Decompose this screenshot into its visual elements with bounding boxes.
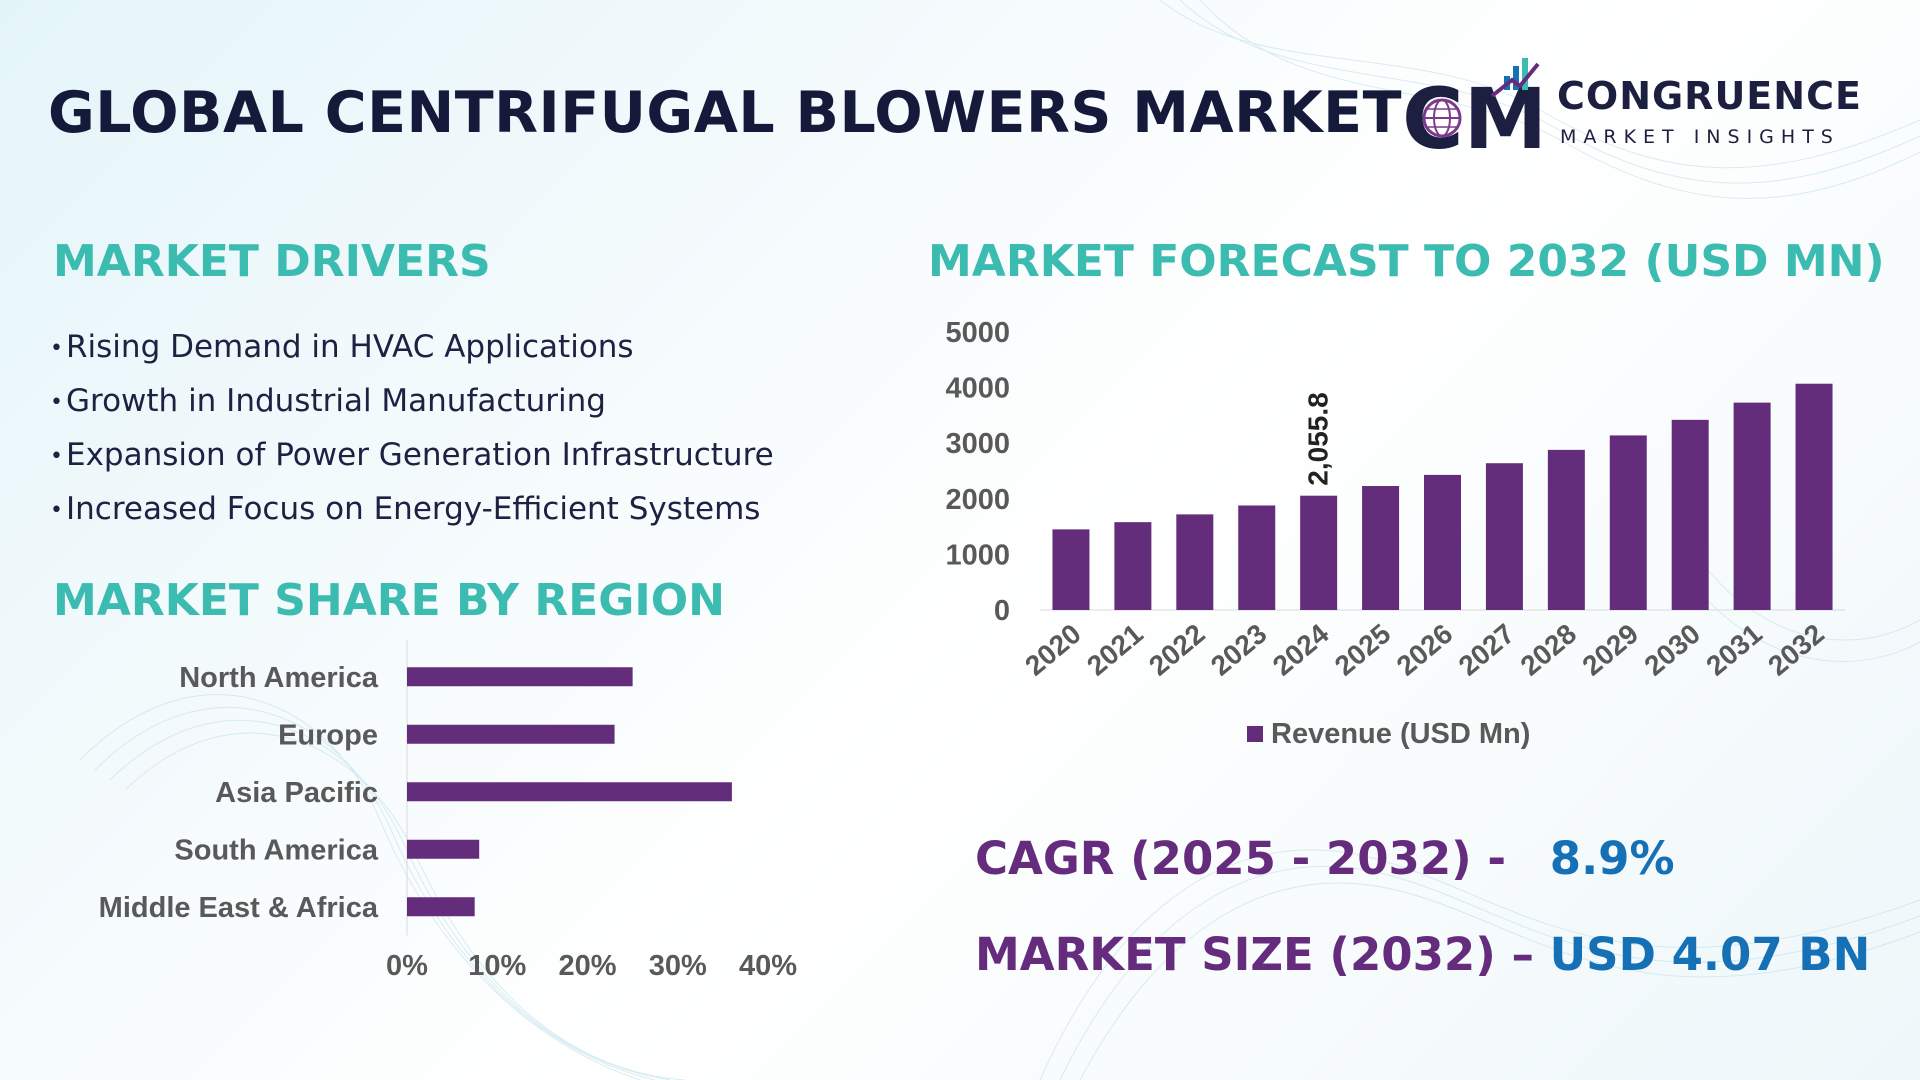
- region-category-label: Europe: [278, 719, 378, 751]
- forecast-bar: [1300, 495, 1338, 610]
- region-heading: MARKET SHARE BY REGION: [53, 575, 725, 626]
- region-category-label: Middle East & Africa: [99, 892, 379, 924]
- driver-text: Increased Focus on Energy-Efficient Syst…: [66, 491, 761, 527]
- forecast-bar: [1238, 505, 1276, 610]
- forecast-bar: [1052, 529, 1090, 610]
- forecast-x-tick-label: 2032: [1762, 618, 1830, 682]
- forecast-y-tick-label: 2000: [945, 484, 1010, 516]
- forecast-y-tick-label: 5000: [945, 317, 1010, 349]
- list-item: •Increased Focus on Energy-Efficient Sys…: [50, 482, 774, 536]
- region-x-tick-label: 20%: [558, 950, 616, 982]
- forecast-x-tick-label: 2025: [1329, 618, 1397, 682]
- region-bar: [407, 667, 633, 687]
- cagr-label: CAGR (2025 - 2032) -: [975, 832, 1507, 885]
- forecast-bar: [1176, 514, 1214, 610]
- driver-text: Rising Demand in HVAC Applications: [66, 329, 634, 365]
- forecast-x-tick-label: 2026: [1391, 618, 1459, 682]
- forecast-bar: [1733, 402, 1771, 610]
- forecast-x-tick-label: 2027: [1453, 618, 1521, 682]
- region-share-chart: North America Europe Asia Pacific South Ame…: [99, 640, 797, 982]
- forecast-x-tick-label: 2030: [1638, 618, 1706, 682]
- forecast-x-tick-label: 2023: [1205, 618, 1273, 682]
- forecast-chart: 0100020003000400050002020202120222023202…: [945, 317, 1845, 750]
- region-category-label: South America: [174, 834, 378, 866]
- forecast-y-tick-label: 4000: [945, 373, 1010, 405]
- region-x-tick-label: 10%: [468, 950, 526, 982]
- market-size-row: MARKET SIZE (2032) – USD 4.07 BN: [975, 928, 1870, 981]
- forecast-bar: [1362, 486, 1400, 610]
- forecast-y-tick-label: 1000: [945, 539, 1010, 571]
- driver-text: Expansion of Power Generation Infrastruc…: [66, 437, 774, 473]
- forecast-x-tick-label: 2024: [1267, 618, 1335, 682]
- forecast-data-label: 2,055.8: [1303, 392, 1334, 485]
- bullet: •: [50, 335, 63, 361]
- market-size-label: MARKET SIZE (2032) –: [975, 928, 1534, 981]
- forecast-bar: [1547, 449, 1585, 610]
- forecast-bar: [1795, 383, 1833, 610]
- forecast-bar: [1485, 463, 1523, 610]
- region-category-label: Asia Pacific: [215, 777, 378, 809]
- bullet: •: [50, 497, 63, 523]
- drivers-list: •Rising Demand in HVAC Applications •Gro…: [50, 320, 774, 536]
- region-x-tick-label: 0%: [386, 950, 428, 982]
- region-category-label: North America: [179, 662, 379, 694]
- region-bar: [407, 897, 475, 917]
- list-item: •Rising Demand in HVAC Applications: [50, 320, 774, 374]
- list-item: •Expansion of Power Generation Infrastru…: [50, 428, 774, 482]
- forecast-x-tick-label: 2029: [1576, 618, 1644, 682]
- bullet: •: [50, 389, 63, 415]
- forecast-x-tick-label: 2031: [1700, 618, 1768, 682]
- list-item: •Growth in Industrial Manufacturing: [50, 374, 774, 428]
- forecast-bar: [1609, 435, 1647, 610]
- forecast-bar: [1671, 419, 1709, 610]
- cagr-value: 8.9%: [1549, 832, 1675, 885]
- bullet: •: [50, 443, 63, 469]
- globe-icon: [1422, 98, 1462, 138]
- drivers-heading: MARKET DRIVERS: [53, 236, 491, 287]
- forecast-x-tick-label: 2028: [1515, 618, 1583, 682]
- forecast-x-tick-label: 2022: [1143, 618, 1211, 682]
- region-bar: [407, 724, 615, 744]
- forecast-y-tick-label: 0: [994, 595, 1010, 627]
- page-title: GLOBAL CENTRIFUGAL BLOWERS MARKET: [48, 80, 1402, 146]
- forecast-heading: MARKET FORECAST TO 2032 (USD MN): [928, 236, 1885, 287]
- legend-swatch: [1247, 726, 1263, 742]
- region-bar: [407, 782, 732, 802]
- region-x-tick-label: 30%: [649, 950, 707, 982]
- legend-label: Revenue (USD Mn): [1271, 718, 1530, 750]
- forecast-x-tick-label: 2021: [1081, 618, 1149, 682]
- driver-text: Growth in Industrial Manufacturing: [66, 383, 606, 419]
- logo-name: CONGRUENCE: [1557, 74, 1862, 118]
- region-bar: [407, 839, 480, 859]
- logo-tagline: MARKET INSIGHTS: [1560, 126, 1840, 148]
- logo: CM CONGRUENCE MARKET INSIGHTS: [1400, 52, 1880, 162]
- forecast-y-tick-label: 3000: [945, 428, 1010, 460]
- forecast-x-tick-label: 2020: [1019, 618, 1087, 682]
- region-x-tick-label: 40%: [739, 950, 797, 982]
- forecast-bar: [1114, 522, 1152, 610]
- logo-mark: CM: [1402, 58, 1545, 162]
- logo-growth-bars: [1490, 58, 1540, 98]
- market-size-value: USD 4.07 BN: [1549, 928, 1871, 981]
- forecast-bar: [1424, 474, 1461, 610]
- cagr-row: CAGR (2025 - 2032) - 8.9%: [975, 832, 1675, 885]
